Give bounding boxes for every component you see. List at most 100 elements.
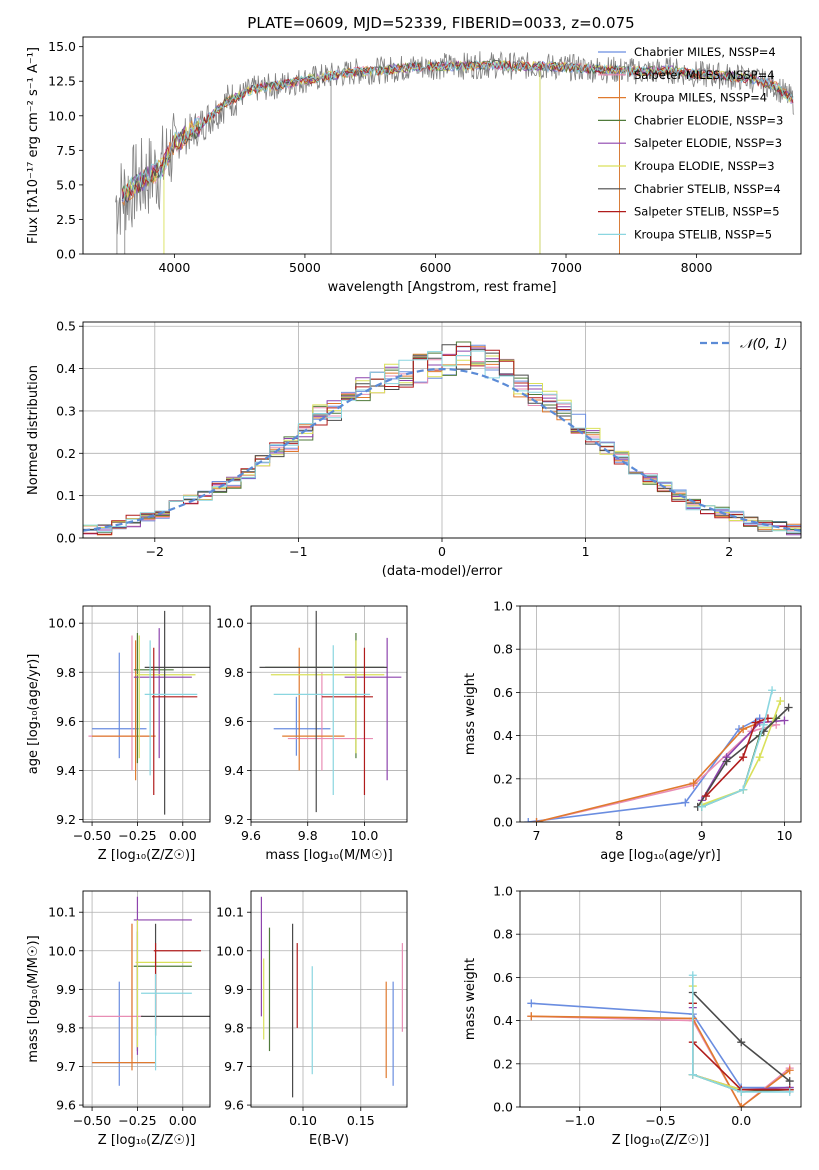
- x-tick-label: −0.50: [73, 1113, 111, 1128]
- x-tick-label: 5000: [289, 260, 321, 275]
- data-point-marker: [780, 716, 789, 725]
- y-tick-label: 0.0: [493, 1100, 513, 1115]
- data-point-marker: [681, 798, 690, 807]
- y-tick-label: 15.0: [48, 39, 76, 54]
- x-tick-label: −0.25: [118, 1113, 156, 1128]
- y-tick-label: 1.0: [493, 884, 513, 899]
- data-point-marker: [688, 971, 697, 980]
- y-axis-label: Normed distribution: [26, 365, 41, 495]
- legend: Chabrier MILES, NSSP=4 Salpeter MILES, NS…: [598, 45, 783, 241]
- y-tick-label: 9.6: [56, 714, 76, 729]
- panel-residual-histogram: −2 −1 0 1 2 0.0 0.1 0.2 0.3 0.4 0.5 (data-model)/er…: [26, 319, 802, 579]
- legend-label: 𝒩(0, 1): [740, 337, 787, 352]
- y-tick-label: 5.0: [56, 177, 76, 192]
- plot-area: [88, 896, 210, 1086]
- axes-frame: [82, 36, 802, 255]
- data-point-marker: [527, 999, 536, 1008]
- panel-mass-vs-metallicity: −0.50 −0.25 0.00 9.6 9.7 9.8 9.9 10.0 10.1 Z [log…: [26, 890, 211, 1148]
- x-tick-label: 0: [438, 544, 446, 559]
- panel-mass-vs-ebv: 0.10 0.15 9.6 9.7 9.8 9.9 10.0 10.1 E(B-V): [216, 890, 408, 1148]
- data-point-marker: [697, 802, 706, 811]
- y-tick-label: 9.8: [224, 665, 244, 680]
- data-point-marker: [785, 1077, 794, 1086]
- legend-label: Chabrier STELIB, NSSP=4: [634, 182, 781, 196]
- panel-mass-weight-vs-metallicity: −1.0 −0.5 0.0 0.0 0.2 0.4 0.6 0.8 1.0 Z [log₁₀(Z/…: [463, 884, 802, 1148]
- y-tick-label: 9.2: [56, 812, 76, 827]
- x-tick-label: 9.8: [298, 828, 318, 843]
- x-axis-label: Z [log₁₀(Z/Z☉)]: [98, 1133, 195, 1148]
- x-axis-label: wavelength [Angstrom, rest frame]: [328, 280, 557, 295]
- y-axis-label: mass [log₁₀(M/M☉)]: [26, 935, 41, 1062]
- panel-mass-weight-vs-age: 7 8 9 10 0.0 0.2 0.4 0.6 0.8 1.0 age [log₁₀(age/yr…: [463, 599, 802, 863]
- y-tick-label: 0.8: [493, 642, 513, 657]
- legend-label: Kroupa STELIB, NSSP=5: [634, 227, 772, 241]
- data-point-marker: [688, 1070, 697, 1079]
- y-tick-label: 0.6: [493, 685, 513, 700]
- x-tick-label: 10.0: [351, 828, 379, 843]
- legend-label: Salpeter STELIB, NSSP=5: [634, 205, 780, 219]
- mass-weight-series: [701, 700, 782, 806]
- axes-frame: [519, 605, 802, 823]
- y-tick-label: 0.0: [56, 531, 76, 546]
- panel-spectrum: 4000 5000 6000 7000 8000 0.0 2.5 5.0 7.5 10.0 12.5…: [26, 36, 802, 295]
- axes-frame: [519, 890, 802, 1108]
- mass-weight-series: [536, 721, 760, 822]
- data-point-marker: [722, 757, 731, 766]
- y-tick-label: 9.8: [56, 1020, 76, 1035]
- data-point-marker: [759, 720, 768, 729]
- data-point-marker: [739, 785, 748, 794]
- x-tick-label: 6000: [420, 260, 452, 275]
- data-point-marker: [785, 1087, 794, 1096]
- plot-area: [260, 896, 403, 1098]
- y-tick-label: 10.0: [48, 616, 76, 631]
- data-point-marker: [701, 792, 710, 801]
- data-point-marker: [532, 818, 541, 822]
- legend: 𝒩(0, 1): [700, 337, 787, 352]
- mass-weight-series: [692, 975, 790, 1093]
- y-tick-label: 9.9: [56, 982, 76, 997]
- data-point-marker: [737, 1103, 746, 1107]
- y-tick-label: 10.1: [216, 905, 244, 920]
- y-tick-label: 9.6: [224, 1098, 244, 1113]
- mass-weight-series: [528, 717, 761, 822]
- y-tick-label: 12.5: [48, 74, 76, 89]
- y-tick-label: 0.0: [56, 247, 76, 262]
- data-point-marker: [785, 1066, 794, 1075]
- y-tick-label: 9.9: [224, 982, 244, 997]
- y-tick-label: 9.6: [56, 1098, 76, 1113]
- x-axis-label: age [log₁₀(age/yr)]: [600, 848, 721, 863]
- y-tick-label: 0.4: [493, 1013, 513, 1028]
- plot-area: [115, 50, 795, 254]
- x-tick-label: 10: [777, 828, 793, 843]
- data-point-marker: [755, 753, 764, 762]
- x-tick-label: 0.00: [169, 828, 197, 843]
- model-spectrum-line: [121, 59, 794, 201]
- data-point-marker: [784, 703, 793, 712]
- x-tick-label: 2: [725, 544, 733, 559]
- x-tick-label: 8: [615, 828, 623, 843]
- y-tick-label: 10.0: [216, 943, 244, 958]
- y-tick-label: 7.5: [56, 143, 76, 158]
- plot-area: [524, 686, 793, 822]
- x-tick-label: 1: [582, 544, 590, 559]
- y-tick-label: 2.5: [56, 212, 76, 227]
- panel-age-vs-mass: 9.6 9.8 10.0 9.2 9.4 9.6 9.8 10.0 mass [log₁₀(M/…: [216, 605, 408, 863]
- y-tick-label: 1.0: [493, 599, 513, 614]
- y-tick-label: 10.0: [216, 616, 244, 631]
- axes-frame: [250, 890, 408, 1108]
- mass-weight-series: [705, 717, 769, 797]
- x-tick-label: −0.5: [645, 1113, 675, 1128]
- y-tick-label: 9.8: [224, 1020, 244, 1035]
- mass-weight-series: [701, 690, 773, 808]
- y-tick-label: 10.1: [48, 905, 76, 920]
- y-tick-label: 0.3: [56, 403, 76, 418]
- x-tick-label: −1.0: [565, 1113, 595, 1128]
- legend-label: Chabrier MILES, NSSP=4: [634, 45, 776, 59]
- plot-area: [83, 341, 801, 538]
- y-axis-label: mass weight: [463, 958, 478, 1040]
- data-point-marker: [689, 779, 698, 788]
- x-tick-label: 7000: [550, 260, 582, 275]
- data-point-marker: [776, 697, 785, 706]
- y-tick-label: 0.5: [56, 319, 76, 334]
